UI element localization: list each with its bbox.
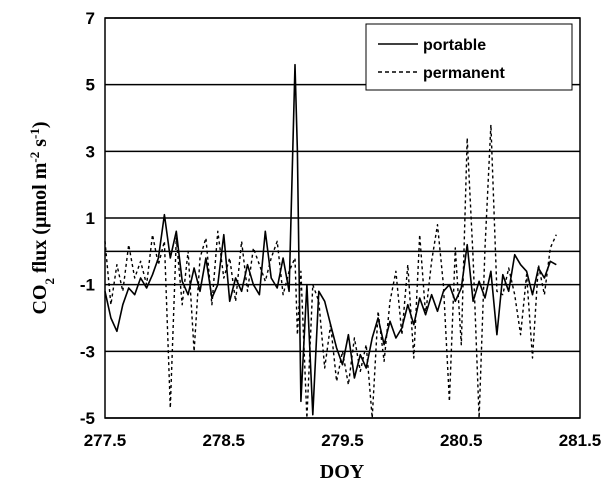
x-tick-label: 277.5 (84, 431, 127, 450)
y-tick-label: -5 (80, 409, 95, 428)
y-axis-title: CO2 flux (µmol m-2 s-1) (27, 121, 57, 314)
y-tick-label: 7 (86, 9, 95, 28)
x-tick-label: 279.5 (321, 431, 364, 450)
legend-label-portable: portable (423, 37, 486, 54)
y-axis-title-subscript: 2 (42, 278, 57, 285)
y-tick-label: 5 (86, 76, 95, 95)
legend-label-permanent: permanent (423, 65, 505, 82)
legend: portable permanent (365, 23, 573, 91)
series-layer (104, 63, 557, 419)
x-tick-label: 280.5 (440, 431, 483, 450)
series-line-portable (104, 63, 557, 416)
x-tick-labels: 277.5 278.5 279.5 280.5 281.5 (84, 431, 602, 450)
y-tick-label: -1 (80, 276, 95, 295)
x-axis-title: DOY (320, 461, 365, 483)
y-tick-label: 1 (86, 209, 95, 228)
y-tick-label: -3 (80, 342, 95, 361)
series-line-permanent (104, 123, 557, 419)
y-tick-labels: -5 -3 -1 1 3 5 7 (80, 9, 95, 428)
x-tick-label: 278.5 (202, 431, 245, 450)
y-tick-label: 3 (86, 142, 95, 161)
svg-text:CO2 flux (µmol m-2 s-1): CO2 flux (µmol m-2 s-1) (27, 121, 57, 314)
legend-box (365, 23, 573, 91)
x-tick-label: 281.5 (559, 431, 602, 450)
